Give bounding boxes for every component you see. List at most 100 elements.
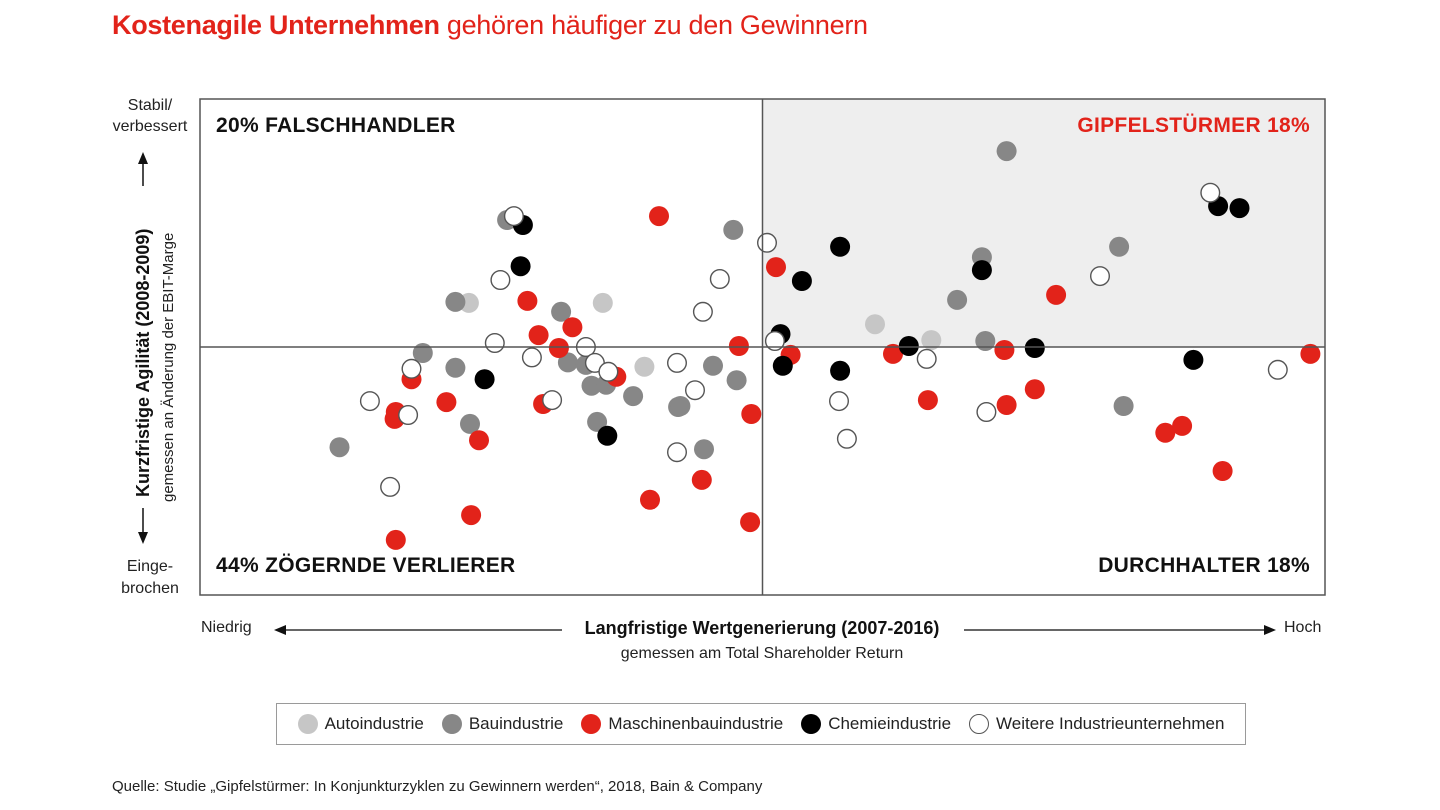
legend-item-weitere: Weitere Industrieunternehmen: [969, 714, 1224, 734]
legend-item-bauindustrie: Bauindustrie: [441, 714, 564, 734]
legend-swatch-autoindustrie: [297, 714, 318, 734]
y-axis-low-label: Einge-brochen: [121, 558, 179, 597]
data-point-maschinen: [1212, 461, 1233, 481]
page-title: Kostenagile Unternehmen gehören häufiger…: [112, 10, 868, 41]
legend-swatch-weitere: [969, 714, 990, 734]
x-axis-arrow-right: [964, 625, 1276, 635]
data-point-bau: [1109, 236, 1130, 257]
data-point-weitere: [829, 391, 850, 412]
quadrant-label-durchhalter: DURCHHALTER 18%: [1098, 554, 1310, 577]
data-point-weitere: [401, 358, 422, 379]
data-point-weitere: [836, 428, 857, 449]
data-point-weitere: [1267, 359, 1288, 380]
data-point-maschinen: [548, 338, 569, 358]
data-point-maschinen: [728, 336, 749, 356]
data-point-weitere: [667, 442, 688, 463]
data-point-auto: [634, 356, 655, 377]
y-axis-high-label: Stabil/verbessert: [112, 97, 188, 135]
quadrant-highlight-gipfelstuermer: [762, 99, 1325, 347]
legend-item-maschinenbauindustrie: Maschinenbauindustrie: [581, 714, 783, 734]
title-bold: Kostenagile Unternehmen: [112, 10, 440, 40]
data-point-maschinen: [917, 390, 938, 411]
data-point-bau: [460, 413, 480, 434]
data-point-weitere: [976, 402, 997, 423]
legend-swatch-chemieindustrie: [801, 714, 822, 734]
data-point-maschinen: [469, 430, 489, 451]
legend-label: Bauindustrie: [468, 714, 564, 733]
data-point-weitere: [542, 390, 563, 411]
data-point-chemie: [510, 256, 531, 277]
data-point-weitere: [757, 232, 778, 253]
legend-item-autoindustrie: Autoindustrie: [297, 714, 424, 734]
data-point-maschinen: [517, 290, 538, 311]
legend-label: Chemieindustrie: [828, 714, 952, 733]
data-point-maschinen: [436, 392, 457, 413]
data-point-maschinen: [1046, 284, 1067, 305]
source-note: Quelle: Studie „Gipfelstürmer: In Konjun…: [112, 778, 763, 795]
x-axis-arrow-left: [274, 625, 562, 635]
data-point-auto: [921, 330, 942, 351]
data-point-bau: [551, 301, 572, 322]
data-point-bau: [670, 396, 691, 416]
legend-swatch-maschinenbauindustrie: [581, 714, 602, 734]
data-point-chemie: [597, 425, 618, 446]
data-point-maschinen: [649, 206, 669, 227]
data-point-maschinen: [640, 489, 660, 510]
data-point-maschinen: [1024, 379, 1045, 400]
data-point-weitere: [359, 391, 380, 412]
data-point-bau: [996, 141, 1017, 162]
x-axis-low-label: Niedrig: [201, 619, 252, 636]
data-point-bau: [329, 437, 350, 458]
data-point-chemie: [791, 271, 812, 291]
data-point-chemie: [1229, 198, 1250, 219]
x-axis-title: Langfristige Wertgenerierung (2007-2016): [0, 618, 1440, 639]
data-point-bau: [587, 411, 608, 432]
data-point-weitere: [503, 206, 524, 227]
data-point-maschinen: [528, 325, 549, 346]
data-point-auto: [865, 314, 885, 335]
data-point-bau: [623, 386, 644, 407]
data-point-maschinen: [1172, 415, 1193, 436]
x-axis-high-label: Hoch: [1284, 619, 1322, 636]
data-point-weitere: [380, 476, 401, 497]
data-point-bau: [445, 291, 466, 312]
data-point-maschinen: [740, 512, 761, 533]
data-point-bau: [1113, 396, 1134, 416]
data-point-maschinen: [691, 469, 712, 490]
y-axis-arrow-up: [138, 152, 148, 186]
data-point-maschinen: [766, 257, 786, 278]
data-point-weitere: [764, 331, 785, 352]
data-point-weitere: [916, 348, 937, 369]
data-point-chemie: [772, 355, 793, 376]
data-point-bau: [412, 343, 433, 363]
title-regular: gehören häufiger zu den Gewinnern: [446, 10, 868, 40]
data-point-weitere: [484, 333, 505, 354]
data-point-bau: [703, 355, 723, 376]
data-point-bau: [557, 352, 578, 373]
data-point-bau: [581, 375, 602, 396]
quadrant-label-gipfelstuermer: GIPFELSTÜRMER 18%: [1077, 114, 1310, 137]
quadrant-label-falschhandler: 20% FALSCHHANDLER: [216, 114, 456, 137]
data-point-maschinen: [1155, 422, 1176, 443]
data-point-chemie: [1024, 338, 1045, 358]
data-point-chemie: [971, 260, 992, 281]
data-point-weitere: [685, 380, 706, 401]
data-point-maschinen: [741, 404, 762, 424]
data-point-auto: [592, 292, 613, 313]
data-point-weitere: [598, 361, 619, 382]
x-axis-subtitle: gemessen am Total Shareholder Return: [0, 645, 1440, 663]
data-point-maschinen: [994, 340, 1015, 360]
data-point-maschinen: [385, 529, 406, 550]
data-point-weitere: [692, 301, 713, 322]
data-point-weitere: [1200, 182, 1221, 203]
plot-frame: [199, 98, 1326, 596]
data-point-maschinen: [996, 395, 1017, 415]
data-point-chemie: [898, 336, 919, 356]
legend-label: Maschinenbauindustrie: [608, 714, 784, 733]
data-point-maschinen: [562, 317, 583, 338]
quadrant-label-zoegernde-verlierer: 44% ZÖGERNDE VERLIERER: [216, 554, 516, 577]
data-point-chemie: [830, 360, 851, 381]
legend-label: Autoindustrie: [324, 714, 424, 733]
data-point-maschinen: [461, 505, 482, 526]
